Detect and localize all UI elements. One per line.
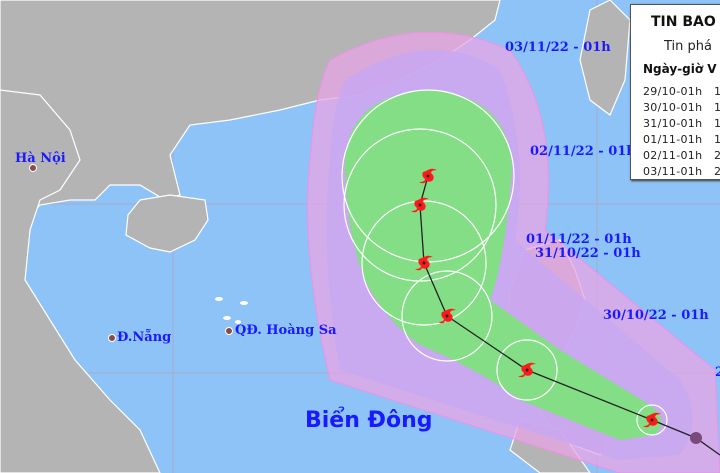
legend-row-time: 01/11-01h — [643, 133, 703, 146]
legend-row: 29/10-01h 13 — [643, 85, 720, 98]
legend-row-time: 31/10-01h — [643, 117, 703, 130]
forecast-label-0211: 02/11/22 - 01h — [530, 144, 636, 159]
current-position-icon — [690, 432, 702, 444]
legend-row: 03/11-01h 2: — [643, 165, 720, 178]
storm-icon — [411, 197, 429, 213]
storm-track — [419, 175, 720, 456]
legend-row-value: 13 — [714, 85, 720, 98]
forecast-label-3010: 30/10/22 - 01h — [603, 308, 709, 323]
hoangsa-marker — [225, 327, 233, 335]
legend-row-value: 20 — [714, 149, 720, 162]
storm-icon — [518, 362, 536, 378]
storm-icon — [643, 412, 661, 428]
legend-box: TIN BAO Tin phá Ngày-giờ V 29/10-01h 13 3… — [630, 4, 720, 180]
place-label-danang: Đ.Nẵng — [117, 330, 172, 345]
legend-title: TIN BAO — [651, 14, 716, 30]
legend-row-value: 18 — [714, 133, 720, 146]
legend-row-value: 15 — [714, 101, 720, 114]
danang-marker — [108, 334, 116, 342]
storm-icon — [438, 308, 456, 324]
forecast-label-0111: 01/11/22 - 01h — [526, 232, 632, 247]
paracel-islands — [215, 297, 248, 324]
forecast-label-0311: 03/11/22 - 01h — [505, 40, 611, 55]
legend-column-header: Ngày-giờ V — [643, 62, 717, 76]
storm-icons — [411, 168, 661, 428]
forecast-label-2910-partial: 2 — [715, 365, 720, 380]
hainan-island — [125, 194, 209, 253]
legend-subtitle: Tin phá — [664, 39, 712, 54]
legend-row-time: 29/10-01h — [643, 85, 703, 98]
place-label-hoangsa: QĐ. Hoàng Sa — [235, 323, 337, 338]
sea-label: Biển Đông — [305, 408, 433, 433]
storm-icon — [415, 255, 433, 271]
legend-row: 02/11-01h 20 — [643, 149, 720, 162]
hanoi-marker — [29, 164, 37, 172]
legend-row-time: 03/11-01h — [643, 165, 703, 178]
legend-row-time: 30/10-01h — [643, 101, 703, 114]
taiwan — [579, 0, 631, 116]
legend-row-value: 2: — [714, 165, 720, 178]
vietnam — [0, 89, 161, 473]
place-markers — [29, 164, 233, 342]
legend-row: 31/10-01h 16 — [643, 117, 720, 130]
legend-row: 30/10-01h 15 — [643, 101, 720, 114]
legend-row-time: 02/11-01h — [643, 149, 703, 162]
legend-row-value: 16 — [714, 117, 720, 130]
storm-icon — [419, 168, 437, 184]
forecast-label-3110: 31/10/22 - 01h — [535, 246, 641, 261]
place-label-hanoi: Hà Nội — [15, 151, 66, 166]
legend-row: 01/11-01h 18 — [643, 133, 720, 146]
